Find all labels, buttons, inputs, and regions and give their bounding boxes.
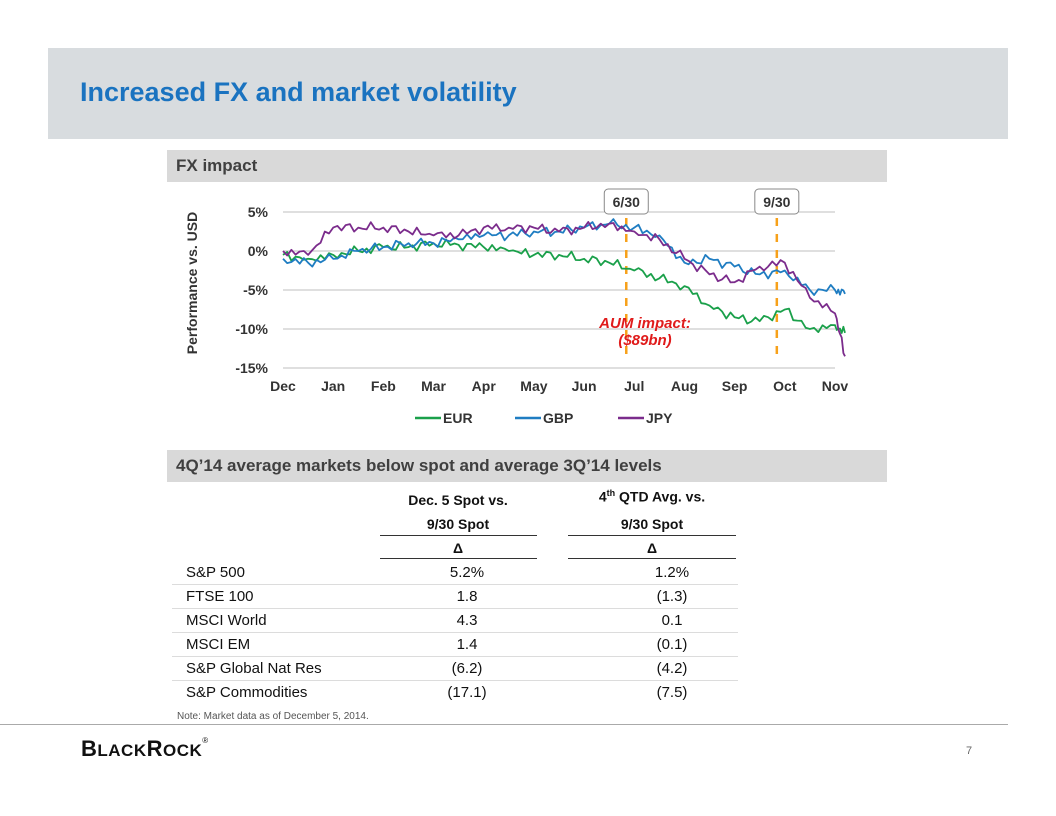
- y-tick-label: 5%: [248, 204, 269, 220]
- table-row: MSCI EM 1.4 (0.1): [172, 632, 738, 657]
- x-tick-label: Jan: [321, 378, 345, 394]
- row-qtd-delta: (4.2): [656, 660, 688, 677]
- table-row: FTSE 100 1.8 (1.3): [172, 584, 738, 609]
- row-spot-delta: 4.3: [456, 612, 478, 629]
- col2-header-delta: Δ: [646, 540, 658, 556]
- fx-section-header: FX impact: [167, 150, 887, 182]
- table-section-header: 4Q’14 average markets below spot and ave…: [167, 450, 887, 482]
- row-name: S&P Commodities: [186, 684, 308, 701]
- row-name: S&P 500: [186, 564, 245, 581]
- date-marker-box: [754, 188, 800, 215]
- date-marker-label: 6/30: [613, 194, 640, 210]
- footnote: Note: Market data as of December 5, 2014…: [177, 711, 369, 722]
- x-tick-label: Nov: [822, 378, 849, 394]
- aum-impact-label: AUM impact:: [598, 315, 691, 332]
- x-tick-label: Jul: [624, 378, 644, 394]
- col2-header-line1-sup: th: [606, 488, 616, 498]
- title-band: Increased FX and market volatility: [48, 48, 1008, 139]
- x-tick-label: Sep: [722, 378, 748, 394]
- row-name: MSCI World: [186, 612, 267, 629]
- col1-header-line2: 9/30 Spot: [426, 516, 490, 532]
- logo-text-2: OCK: [163, 741, 203, 760]
- x-tick-label: Feb: [371, 378, 396, 394]
- series-line-jpy: [282, 220, 846, 357]
- row-name: S&P Global Nat Res: [186, 660, 322, 677]
- fx-chart: 5% 0% -5% -10% -15%Dec Jan Feb Mar Apr May Jun Jul A…: [184, 188, 849, 426]
- x-tick-label: May: [520, 378, 547, 394]
- blackrock-logo: BLACKROCK®: [81, 736, 209, 762]
- series-line-gbp: [282, 218, 846, 296]
- table-row: MSCI World 4.3 0.1: [172, 608, 738, 633]
- logo-letter-b: B: [81, 736, 98, 761]
- legend-label-gbp: GBP: [543, 410, 573, 426]
- x-tick-label: Jun: [572, 378, 597, 394]
- col2-underline-2: [568, 558, 736, 559]
- table-row: S&P 500 5.2% 1.2%: [172, 560, 738, 585]
- col2-header-line1: 4th QTD Avg. vs.: [568, 488, 736, 505]
- table-row: S&P Global Nat Res (6.2) (4.2): [172, 656, 738, 681]
- x-tick-label: Mar: [421, 378, 446, 394]
- row-qtd-delta: (7.5): [656, 684, 688, 701]
- col1-underline-2: [380, 558, 537, 559]
- row-name: MSCI EM: [186, 636, 251, 653]
- row-name: FTSE 100: [186, 588, 254, 605]
- row-spot-delta: 1.8: [456, 588, 478, 605]
- y-tick-label: 0%: [248, 243, 269, 259]
- y-axis-label: Performance vs. USD: [184, 212, 200, 354]
- page-number: 7: [966, 745, 973, 757]
- legend-label-jpy: JPY: [646, 410, 673, 426]
- col2-header-line2: 9/30 Spot: [620, 516, 684, 532]
- row-spot-delta: 5.2%: [449, 564, 485, 581]
- x-tick-label: Oct: [773, 378, 797, 394]
- x-tick-label: Apr: [472, 378, 497, 394]
- x-tick-label: Aug: [671, 378, 698, 394]
- row-spot-delta: 1.4: [456, 636, 478, 653]
- row-spot-delta: (17.1): [447, 684, 487, 701]
- row-spot-delta: (6.2): [451, 660, 483, 677]
- table-row: S&P Commodities (17.1) (7.5): [172, 680, 738, 704]
- date-marker-box: [603, 188, 649, 215]
- row-qtd-delta: 1.2%: [654, 564, 690, 581]
- y-tick-label: -5%: [243, 282, 268, 298]
- logo-letter-r: R: [146, 736, 163, 761]
- col2-header-line1-pre: 4: [598, 488, 607, 505]
- col2-header-line1-post: QTD Avg. vs.: [615, 488, 706, 505]
- table-section-title: 4Q’14 average markets below spot and ave…: [176, 456, 662, 475]
- col1-underline: [380, 535, 537, 536]
- y-tick-label: -10%: [235, 321, 268, 337]
- row-qtd-delta: (0.1): [656, 636, 688, 653]
- x-tick-label: Dec: [270, 378, 296, 394]
- date-marker-label: 9/30: [763, 194, 790, 210]
- fx-section-title: FX impact: [176, 156, 258, 175]
- col1-header-line1: Dec. 5 Spot vs.: [408, 492, 508, 508]
- logo-registered: ®: [202, 736, 209, 745]
- row-qtd-delta: 0.1: [661, 612, 683, 629]
- row-qtd-delta: (1.3): [656, 588, 688, 605]
- col2-underline: [568, 535, 736, 536]
- legend-label-eur: EUR: [443, 410, 473, 426]
- footer-divider: [0, 724, 1008, 725]
- logo-text-1: LACK: [97, 741, 147, 760]
- col1-header-delta: Δ: [452, 540, 464, 556]
- aum-impact-value: ($89bn): [618, 332, 671, 349]
- series-line-eur: [282, 238, 846, 334]
- y-tick-label: -15%: [235, 360, 268, 376]
- page-title: Increased FX and market volatility: [80, 77, 517, 107]
